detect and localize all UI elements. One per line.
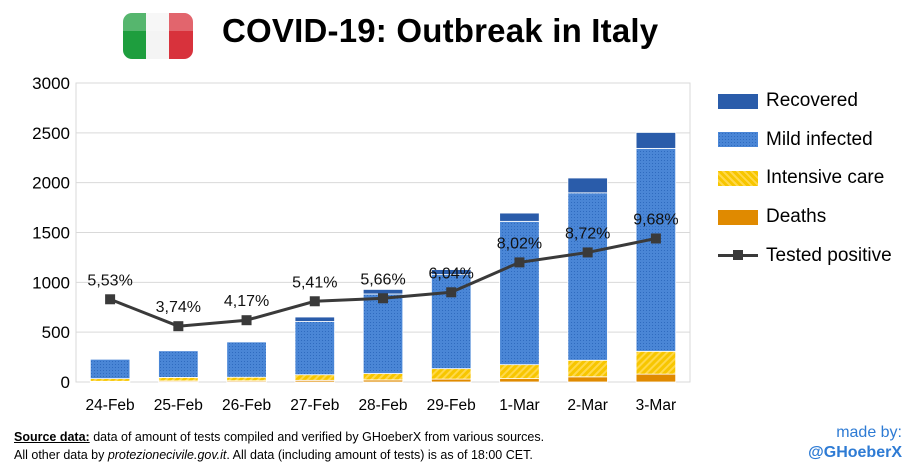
bar-mild-infected [226, 341, 267, 378]
tested-positive-marker [241, 315, 252, 326]
tested-positive-marker [650, 233, 661, 244]
source-prefix: All other data by [14, 448, 108, 462]
tested-positive-marker [309, 296, 320, 307]
x-tick-label: 24-Feb [86, 397, 135, 414]
bar-recovered [567, 177, 608, 194]
bar-intensive-care [362, 373, 404, 381]
percent-data-label: 8,72% [565, 225, 610, 242]
percent-data-label: 5,53% [87, 272, 132, 289]
source-suffix: . All data (including amount of tests) i… [226, 448, 533, 462]
tested-positive-marker [173, 321, 184, 332]
legend-swatch-recovered [718, 93, 758, 109]
bar-deaths [635, 373, 677, 383]
percent-data-label: 6,04% [429, 265, 474, 282]
italy-flag-icon [123, 13, 193, 59]
made-by-label: made by: [836, 424, 902, 441]
bar-recovered [431, 269, 472, 275]
tested-positive-marker [446, 287, 457, 298]
author-handle: @GHoeberX [808, 444, 902, 461]
bar-intensive-care [499, 364, 540, 380]
legend-swatch-deaths [718, 209, 758, 225]
x-tick-label: 2-Mar [567, 397, 607, 414]
y-tick-label: 500 [42, 323, 70, 342]
tested-positive-marker [514, 257, 525, 268]
bar-mild-infected [294, 321, 335, 376]
bar-intensive-care [226, 376, 267, 382]
bar-deaths [431, 378, 472, 383]
percent-data-label: 8,02% [497, 235, 542, 252]
y-tick-label: 2500 [32, 124, 70, 143]
tested-positive-marker [378, 293, 388, 304]
chart-legend: Recovered Mild infected Intensive care D… [718, 82, 892, 275]
bar-intensive-care [294, 374, 335, 381]
legend-label-intensive-care: Intensive care [766, 167, 885, 189]
percent-data-label: 5,41% [292, 274, 337, 291]
x-tick-label: 25-Feb [154, 397, 203, 414]
legend-item-mild-infected: Mild infected [718, 121, 892, 160]
source-line-2: All other data by protezionecivile.gov.i… [14, 446, 544, 464]
bar-intensive-care [158, 377, 199, 382]
bar-deaths [499, 378, 540, 383]
legend-swatch-intensive-care [718, 170, 758, 186]
legend-label-recovered: Recovered [766, 90, 858, 112]
legend-swatch-mild-infected [718, 132, 758, 148]
bar-recovered [499, 212, 540, 222]
legend-label-deaths: Deaths [766, 206, 827, 228]
legend-swatch-tested-positive [718, 248, 758, 263]
bar-deaths [567, 376, 608, 383]
x-tick-label: 26-Feb [222, 397, 271, 414]
bar-mild-infected [362, 293, 404, 374]
page-title: COVID-19: Outbreak in Italy [222, 12, 659, 49]
tested-positive-marker [105, 294, 116, 305]
percent-data-label: 3,74% [156, 299, 201, 316]
bar-mild-infected [635, 147, 677, 352]
source-note: Source data: data of amount of tests com… [14, 428, 544, 464]
x-tick-label: 3-Mar [636, 397, 676, 414]
percent-data-label: 5,66% [360, 271, 405, 288]
bar-mild-infected [567, 192, 608, 361]
source-label: Source data: [14, 430, 90, 444]
bar-intensive-care [89, 378, 131, 382]
bar-intensive-care [635, 350, 677, 375]
bar-mild-infected [89, 358, 131, 380]
percent-data-label: 9,68% [633, 211, 678, 228]
bar-mild-infected [158, 350, 199, 378]
source-text: data of amount of tests compiled and ver… [89, 430, 545, 444]
y-tick-label: 1500 [32, 224, 70, 243]
bar-recovered [294, 316, 335, 322]
source-line-1: Source data: data of amount of tests com… [14, 428, 544, 446]
bar-mild-infected [499, 220, 540, 366]
legend-item-intensive-care: Intensive care [718, 159, 892, 198]
legend-item-tested-positive: Tested positive [718, 236, 892, 275]
x-tick-label: 29-Feb [427, 397, 476, 414]
legend-item-recovered: Recovered [718, 82, 892, 121]
y-tick-label: 1000 [32, 273, 70, 292]
bar-recovered [635, 132, 677, 149]
tested-positive-marker [582, 247, 593, 258]
y-tick-label: 3000 [32, 74, 70, 93]
percent-data-label: 4,17% [224, 293, 269, 310]
legend-label-mild-infected: Mild infected [766, 128, 873, 150]
legend-item-deaths: Deaths [718, 198, 892, 237]
bar-intensive-care [567, 359, 608, 378]
legend-label-tested-positive: Tested positive [766, 244, 892, 266]
source-site: protezionecivile.gov.it [107, 448, 227, 462]
y-tick-label: 2000 [32, 174, 70, 193]
x-tick-label: 27-Feb [290, 397, 339, 414]
x-tick-label: 28-Feb [358, 397, 407, 414]
y-tick-label: 0 [61, 373, 70, 392]
credit: made by: @GHoeberX [808, 423, 902, 463]
x-tick-label: 1-Mar [499, 397, 539, 414]
bar-intensive-care [431, 368, 472, 380]
